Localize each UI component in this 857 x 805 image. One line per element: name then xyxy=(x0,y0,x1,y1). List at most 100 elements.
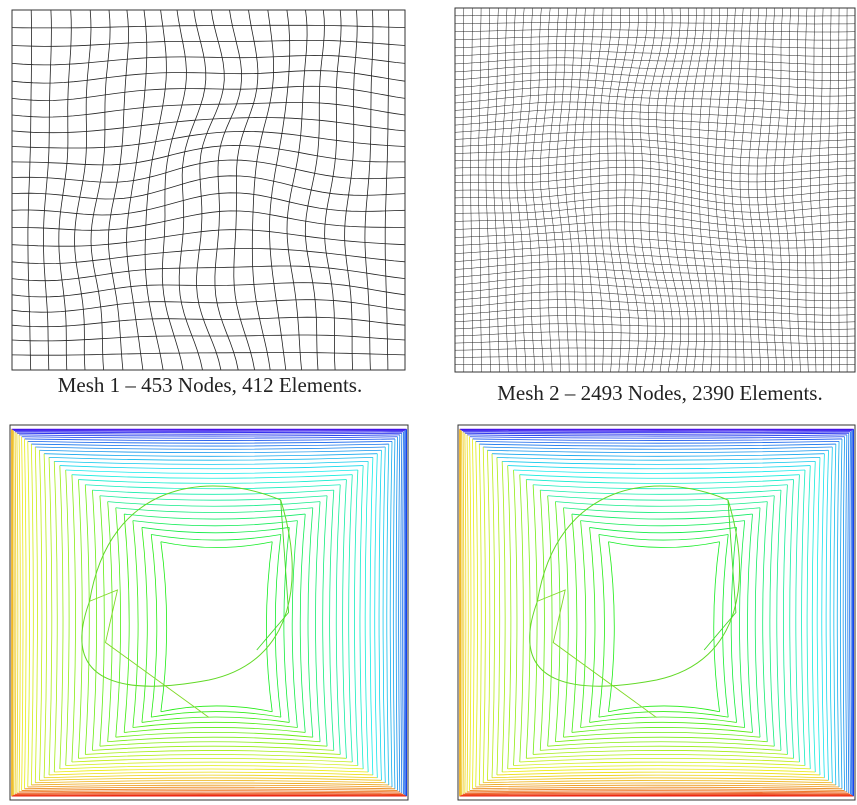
contour-line xyxy=(19,791,400,792)
mesh-line xyxy=(287,10,307,370)
mesh-line xyxy=(12,71,405,84)
contour-line xyxy=(533,750,787,754)
contour-line xyxy=(850,432,851,794)
contour-line xyxy=(497,457,500,775)
contour-line xyxy=(66,470,358,473)
contour-line xyxy=(44,454,47,778)
contour-line xyxy=(54,461,368,464)
mesh-line xyxy=(455,182,855,197)
contour-line xyxy=(349,475,353,762)
mesh-line xyxy=(591,8,604,372)
contour-line xyxy=(92,746,333,750)
contour-line xyxy=(161,542,272,548)
contour-line xyxy=(747,514,752,732)
contour-line xyxy=(370,457,373,775)
contour-line xyxy=(492,454,495,778)
contour-1 xyxy=(12,429,407,796)
mesh-line xyxy=(12,55,405,65)
mesh-line xyxy=(455,246,855,256)
mesh-line xyxy=(215,10,242,370)
contour-line xyxy=(124,514,129,732)
contour-line xyxy=(78,755,346,759)
contour-line xyxy=(590,527,595,722)
contour-line xyxy=(514,762,805,765)
mesh-2 xyxy=(455,8,855,372)
mesh-line xyxy=(455,44,855,49)
mesh-line xyxy=(12,131,405,148)
contour-line xyxy=(72,475,76,762)
contour-line xyxy=(483,447,485,783)
contour-line xyxy=(22,789,398,790)
contour-line xyxy=(108,737,320,742)
mesh-line xyxy=(783,8,793,372)
mesh-line xyxy=(91,10,110,370)
contour-line xyxy=(843,437,844,791)
figure: Mesh 1 – 453 Nodes, 412 Elements. Mesh 2… xyxy=(0,0,857,805)
mesh-line xyxy=(455,139,855,150)
mesh-line xyxy=(108,10,128,370)
contour-line xyxy=(343,480,347,759)
contour-line xyxy=(581,521,586,728)
contour-line xyxy=(151,534,157,717)
mesh-line xyxy=(385,10,389,370)
contour-line xyxy=(17,433,18,793)
contour-line xyxy=(520,475,800,479)
contour-line xyxy=(108,502,320,507)
contour-line xyxy=(483,447,832,449)
contour-line xyxy=(479,444,836,446)
contour-line xyxy=(526,480,793,484)
contour-line xyxy=(15,432,403,433)
contour-line xyxy=(14,431,15,795)
mesh-line xyxy=(657,8,673,372)
mesh-line xyxy=(325,10,342,370)
contour-line xyxy=(399,435,400,792)
mesh-line xyxy=(455,190,855,205)
contour-line xyxy=(572,514,753,519)
contour-line xyxy=(22,437,398,438)
mesh-line xyxy=(455,51,855,57)
mesh-line xyxy=(252,10,273,370)
contour-line xyxy=(479,783,836,785)
contour-line xyxy=(54,769,368,772)
contour-line xyxy=(25,787,395,789)
mesh-line xyxy=(455,284,855,293)
contour-line xyxy=(404,431,405,795)
mesh-line xyxy=(455,300,855,308)
contour-line xyxy=(714,542,720,712)
contour-line xyxy=(472,439,474,789)
contour-line xyxy=(116,508,121,737)
contour-line xyxy=(35,447,385,449)
contour-line xyxy=(463,432,850,433)
vortex-line xyxy=(90,590,209,718)
contour-line xyxy=(35,447,37,783)
contour-line xyxy=(723,534,729,717)
mesh-line xyxy=(455,37,855,41)
contour-line xyxy=(790,480,794,759)
contour-line xyxy=(533,485,537,755)
contour-line xyxy=(66,470,69,766)
contour-line xyxy=(783,485,787,755)
mesh-line xyxy=(455,198,855,213)
contour-line xyxy=(540,746,781,750)
mesh-line xyxy=(365,10,373,370)
mesh-line xyxy=(455,168,855,182)
contour-line xyxy=(476,441,478,787)
contour-line xyxy=(25,439,27,789)
contour-line xyxy=(142,717,289,722)
mesh-line xyxy=(12,317,405,327)
contour-line xyxy=(31,444,388,446)
mesh-line xyxy=(455,160,855,174)
contour-line xyxy=(161,706,272,712)
mesh-line xyxy=(540,8,552,372)
contour-line xyxy=(487,450,489,780)
contour-line xyxy=(508,766,811,769)
contour-line xyxy=(462,431,852,432)
contour-line xyxy=(28,441,30,787)
contour-line xyxy=(354,470,357,766)
contour-line xyxy=(292,521,297,728)
mesh-line xyxy=(12,86,405,100)
contour-line xyxy=(72,475,352,479)
contour-line xyxy=(142,527,147,722)
mesh-line xyxy=(599,8,612,372)
contour-line xyxy=(533,485,787,489)
